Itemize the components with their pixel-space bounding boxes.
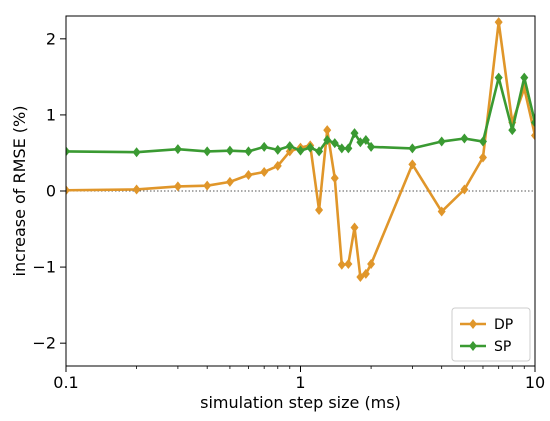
data-point-sp [225, 145, 234, 156]
legend-item-sp: SP [460, 339, 511, 355]
legend-swatch-marker-dp [469, 319, 477, 329]
legend: DP SP [451, 307, 531, 362]
data-point-dp [531, 130, 535, 141]
data-point-sp [285, 141, 294, 152]
y-tick-label: 1 [46, 105, 56, 124]
data-point-dp [285, 146, 294, 157]
data-point-sp [173, 144, 182, 155]
plot-layer [66, 17, 535, 282]
data-point-dp [408, 159, 417, 170]
data-point-dp [323, 125, 332, 136]
data-point-sp [350, 128, 359, 139]
data-point-sp [460, 133, 469, 144]
y-tick-label: −1 [32, 258, 56, 277]
data-point-dp [273, 160, 282, 171]
data-point-dp [173, 181, 182, 192]
x-tick-label: 1 [295, 373, 305, 392]
data-point-sp [520, 72, 529, 83]
data-point-sp [132, 147, 141, 158]
data-point-sp [260, 141, 269, 152]
y-tick-label: −2 [32, 334, 56, 353]
data-point-sp [66, 146, 70, 157]
legend-label-dp: DP [494, 317, 513, 333]
data-point-sp [323, 135, 332, 146]
data-point-dp [460, 184, 469, 195]
data-point-dp [337, 259, 346, 270]
data-point-sp [273, 144, 282, 155]
data-point-sp [344, 143, 353, 154]
x-axis-label: simulation step size (ms) [200, 393, 401, 412]
data-point-dp [315, 205, 324, 216]
x-tick-label: 10 [525, 373, 545, 392]
data-point-sp [478, 136, 487, 147]
data-point-sp [494, 72, 503, 83]
y-tick-label: 2 [46, 29, 56, 48]
data-point-sp [203, 146, 212, 157]
data-point-dp [260, 166, 269, 177]
data-point-sp [296, 145, 305, 156]
data-point-dp [203, 180, 212, 191]
data-point-sp [531, 117, 535, 128]
data-point-dp [478, 152, 487, 163]
legend-swatch-marker-sp [469, 341, 477, 351]
data-point-dp [367, 259, 376, 270]
data-point-dp [225, 176, 234, 187]
data-point-sp [508, 125, 517, 136]
data-point-sp [437, 136, 446, 147]
data-point-sp [306, 142, 315, 153]
data-point-dp [244, 170, 253, 181]
data-point-sp [367, 141, 376, 152]
data-point-sp [315, 146, 324, 157]
data-point-sp [337, 143, 346, 154]
series-line-dp [66, 20, 535, 279]
x-tick-label: 0.1 [53, 373, 78, 392]
ticks-layer: 0.1 1 10 −2 −1 0 1 2 [32, 29, 545, 392]
data-point-sp [330, 138, 339, 149]
data-point-dp [350, 222, 359, 233]
data-point-dp [330, 173, 339, 184]
data-point-dp [361, 268, 370, 279]
data-point-dp [132, 184, 141, 195]
data-point-sp [361, 135, 370, 146]
y-axis-label: increase of RMSE (%) [10, 106, 29, 277]
data-point-dp [494, 17, 503, 28]
legend-label-sp: SP [494, 339, 511, 355]
legend-box [451, 307, 531, 362]
data-point-sp [244, 146, 253, 157]
data-point-dp [66, 185, 70, 196]
series-line-sp [66, 76, 535, 154]
data-point-dp [437, 206, 446, 217]
legend-item-dp: DP [460, 317, 513, 333]
data-point-dp [344, 259, 353, 270]
y-tick-label: 0 [46, 182, 56, 201]
data-point-sp [408, 143, 417, 154]
